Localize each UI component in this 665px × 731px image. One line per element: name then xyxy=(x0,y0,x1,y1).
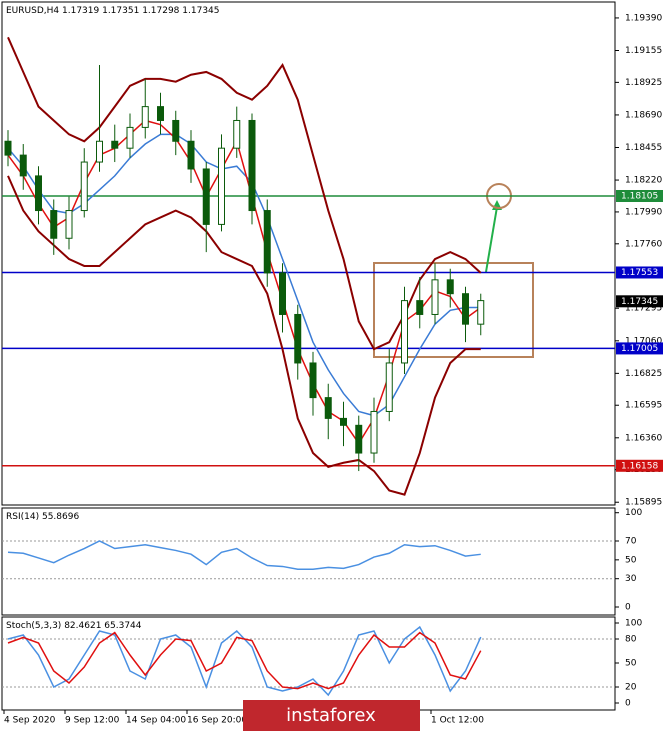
arrow xyxy=(485,206,498,273)
y-tick-label: 100 xyxy=(625,619,642,629)
y-tick-label: 1.17295 xyxy=(625,304,662,314)
y-tick-label: 1.16825 xyxy=(625,369,662,379)
candle-body xyxy=(187,140,195,170)
indicator-line xyxy=(7,625,482,697)
candle-body xyxy=(385,362,393,412)
y-tick-label: 20 xyxy=(625,683,637,693)
panel-header: Stoch(5,3,3) 82.4621 65.3744 xyxy=(6,621,142,631)
panel-header: EURUSD,H4 1.17319 1.17351 1.17298 1.1734… xyxy=(6,6,220,16)
x-tick-label: 9 Sep 12:00 xyxy=(65,716,120,726)
header-value: 1.17298 xyxy=(142,6,179,16)
header-value: 1.17345 xyxy=(182,6,219,16)
indicator-line xyxy=(7,133,481,417)
level-label-box xyxy=(616,342,663,355)
candle-body xyxy=(141,106,149,128)
range-box xyxy=(373,262,534,358)
y-tick-label: 30 xyxy=(625,574,637,584)
y-tick-label: 1.17060 xyxy=(625,336,662,346)
candle-body xyxy=(50,210,58,239)
candle-body xyxy=(19,154,27,177)
panel-title: RSI(14) xyxy=(6,512,39,522)
candle-body xyxy=(35,175,42,212)
panel-header: RSI(14) 55.8696 xyxy=(6,512,79,522)
y-tick-label: 80 xyxy=(625,635,637,645)
candle-body xyxy=(65,210,73,239)
candle-body xyxy=(126,126,134,149)
main-panel xyxy=(1,1,616,506)
candle-body xyxy=(157,106,164,121)
watermark-bg xyxy=(243,700,420,731)
candle-body xyxy=(202,168,210,225)
y-tick-label: 1.18220 xyxy=(625,176,662,186)
candle-body xyxy=(80,161,88,212)
y-tick-label: 100 xyxy=(625,508,642,518)
level-label-box xyxy=(616,459,663,472)
indicator-line xyxy=(7,119,482,445)
y-tick-label: 0 xyxy=(625,699,631,709)
x-tick-label: 14 Sep 04:00 xyxy=(126,716,186,726)
y-tick-label: 0 xyxy=(625,602,631,612)
candle-body xyxy=(111,140,119,149)
level-label-box xyxy=(616,189,663,202)
header-value: 1.17319 xyxy=(62,6,99,16)
candle-body xyxy=(233,119,241,149)
candle-body xyxy=(431,279,439,315)
candle-body xyxy=(172,119,180,142)
candle-body xyxy=(477,300,485,325)
y-tick-label: 70 xyxy=(625,536,637,546)
level-label: 1.17005 xyxy=(621,344,658,354)
level-label: 1.16158 xyxy=(621,461,658,471)
y-tick-label: 1.18690 xyxy=(625,110,662,120)
price-box xyxy=(616,295,663,308)
candle-body xyxy=(446,279,454,295)
y-tick-label: 1.15895 xyxy=(625,498,662,508)
y-tick-label: 50 xyxy=(625,659,637,669)
y-tick-label: 1.19390 xyxy=(625,13,662,23)
candle-body xyxy=(4,140,12,156)
candle-body xyxy=(294,313,302,364)
candle-body xyxy=(324,397,332,419)
candle-body xyxy=(309,362,317,399)
y-tick-label: 1.17760 xyxy=(625,239,662,249)
header-value: 55.8696 xyxy=(42,512,79,522)
y-tick-label: 1.16595 xyxy=(625,401,662,411)
y-tick-label: 1.16360 xyxy=(625,433,662,443)
x-tick-label: 1 Oct 12:00 xyxy=(431,716,484,726)
level-label: 1.18105 xyxy=(621,191,658,201)
candle-body xyxy=(218,147,225,225)
last-price: 1.17345 xyxy=(621,297,658,307)
panel-title: EURUSD,H4 xyxy=(6,6,59,16)
y-tick-label: 50 xyxy=(625,555,637,565)
indicator-line xyxy=(7,631,482,690)
header-value: 82.4621 xyxy=(64,621,101,631)
candle-body xyxy=(263,210,271,274)
indicator-line xyxy=(7,540,481,571)
y-tick-label: 1.19155 xyxy=(625,46,662,56)
indicator-line xyxy=(7,175,481,496)
candle-body xyxy=(370,410,378,454)
panel-title: Stoch(5,3,3) xyxy=(6,621,61,631)
header-value: 65.3744 xyxy=(104,621,141,631)
candle-body xyxy=(340,417,347,426)
candle-body xyxy=(462,293,469,325)
y-tick-label: 1.17990 xyxy=(625,207,662,217)
stoch-panel xyxy=(1,616,616,711)
x-tick-label: 16 Sep 20:00 xyxy=(187,716,247,726)
candle-body xyxy=(279,272,286,315)
candle-body xyxy=(416,300,424,315)
header-value: 1.17351 xyxy=(102,6,139,16)
candle-body xyxy=(355,424,363,454)
rsi-panel xyxy=(1,507,616,616)
level-label-box xyxy=(616,266,663,279)
level-label: 1.17553 xyxy=(621,268,658,278)
y-tick-label: 1.18455 xyxy=(625,143,662,153)
y-tick-label: 1.18925 xyxy=(625,78,662,88)
candle-body xyxy=(96,140,103,163)
watermark: instaforex xyxy=(286,705,376,726)
candle-body xyxy=(248,119,256,212)
candle-body xyxy=(401,300,408,364)
x-tick-label: 4 Sep 2020 xyxy=(4,716,56,726)
